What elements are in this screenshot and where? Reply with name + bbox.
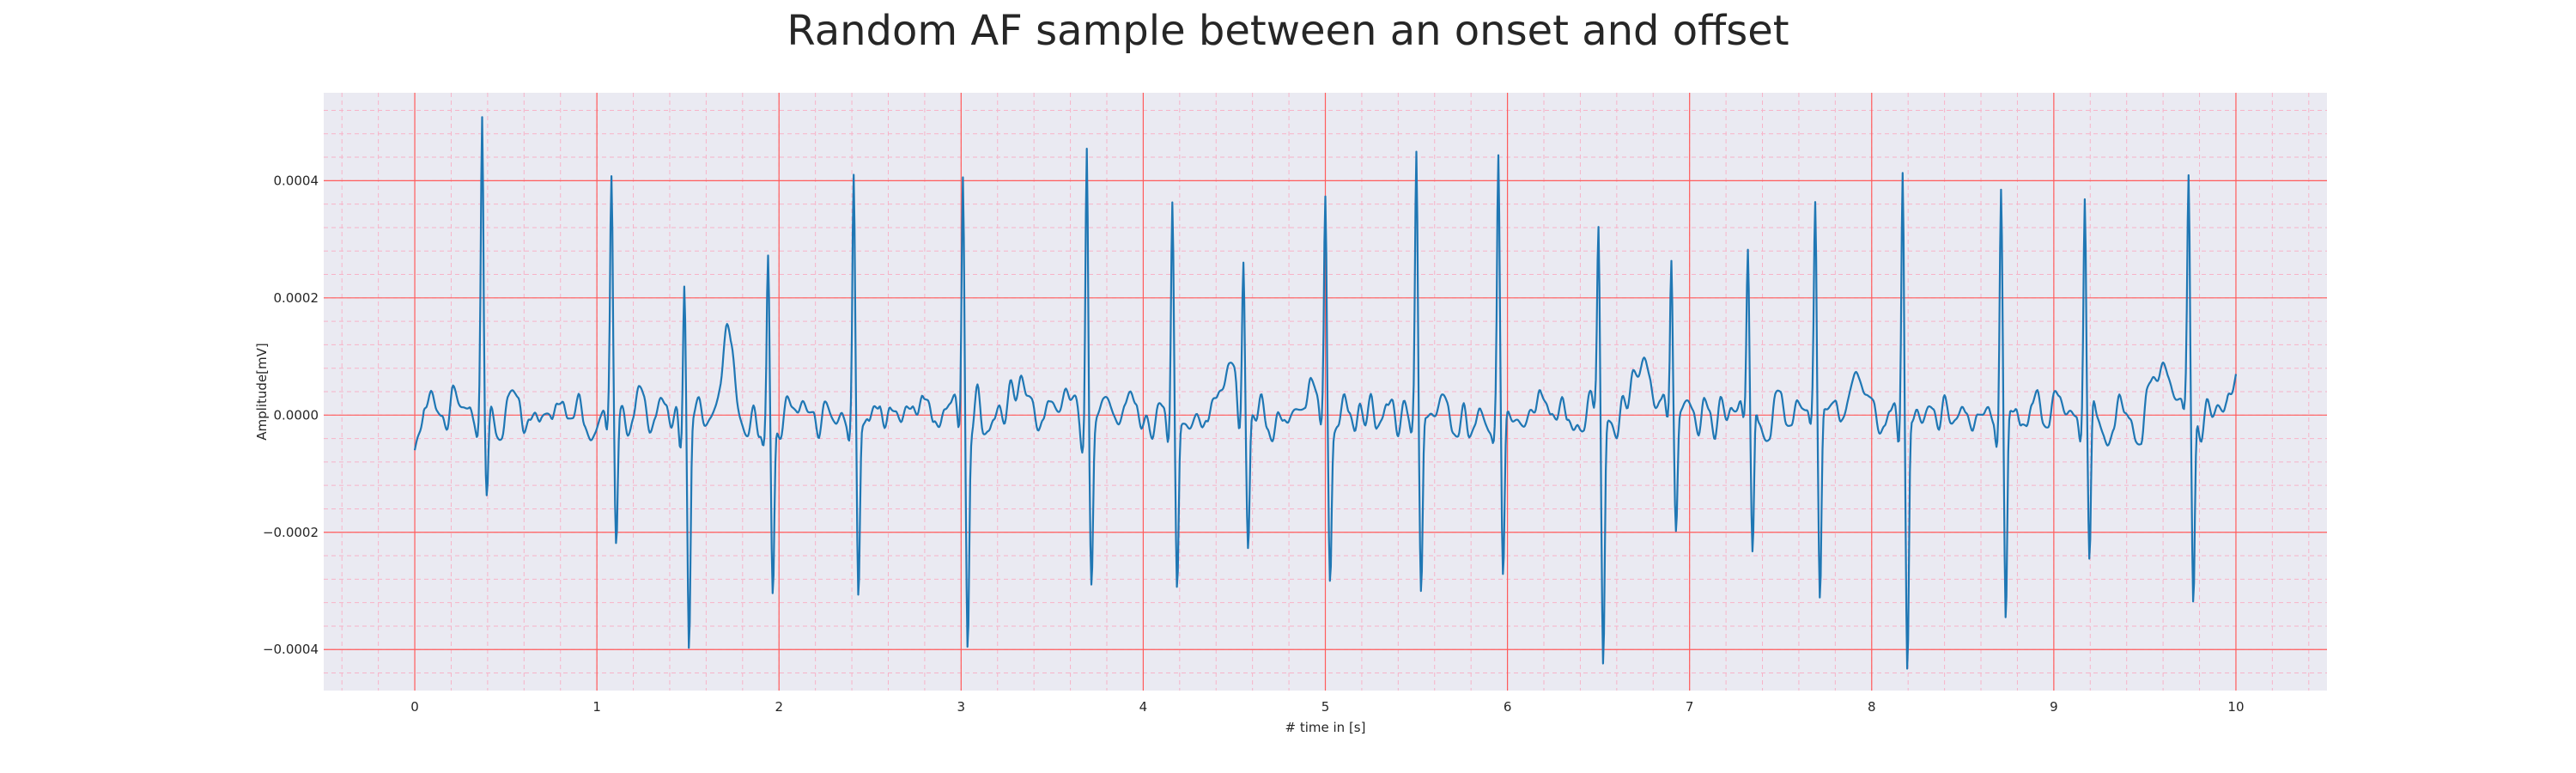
ecg-series-line <box>413 116 2238 670</box>
y-tick-label: −0.0002 <box>263 525 319 540</box>
x-tick-label: 9 <box>2050 699 2058 715</box>
y-axis-ticks: −0.0004 −0.0002 0.0000 0.0002 0.0004 <box>263 173 319 657</box>
y-tick-label: 0.0002 <box>274 290 319 306</box>
y-axis-label: Amplitude[mV] <box>254 343 270 440</box>
y-tick-label: 0.0000 <box>274 407 319 423</box>
x-tick-label: 10 <box>2227 699 2244 715</box>
x-tick-label: 1 <box>592 699 601 715</box>
y-tick-label: −0.0004 <box>263 642 319 657</box>
x-tick-label: 4 <box>1139 699 1148 715</box>
x-tick-label: 2 <box>775 699 783 715</box>
x-tick-label: 5 <box>1321 699 1330 715</box>
major-grid <box>324 93 2327 691</box>
chart-title: Random AF sample between an onset and of… <box>787 7 1789 55</box>
y-tick-label: 0.0004 <box>274 173 319 188</box>
x-tick-label: 3 <box>957 699 966 715</box>
x-tick-label: 6 <box>1504 699 1512 715</box>
x-axis-ticks: 0 1 2 3 4 5 6 7 8 9 10 <box>410 699 2244 715</box>
series-layer <box>413 116 2238 670</box>
x-tick-label: 7 <box>1686 699 1694 715</box>
x-tick-label: 8 <box>1868 699 1876 715</box>
x-tick-label: 0 <box>410 699 419 715</box>
x-axis-label: # time in [s] <box>1285 720 1366 735</box>
